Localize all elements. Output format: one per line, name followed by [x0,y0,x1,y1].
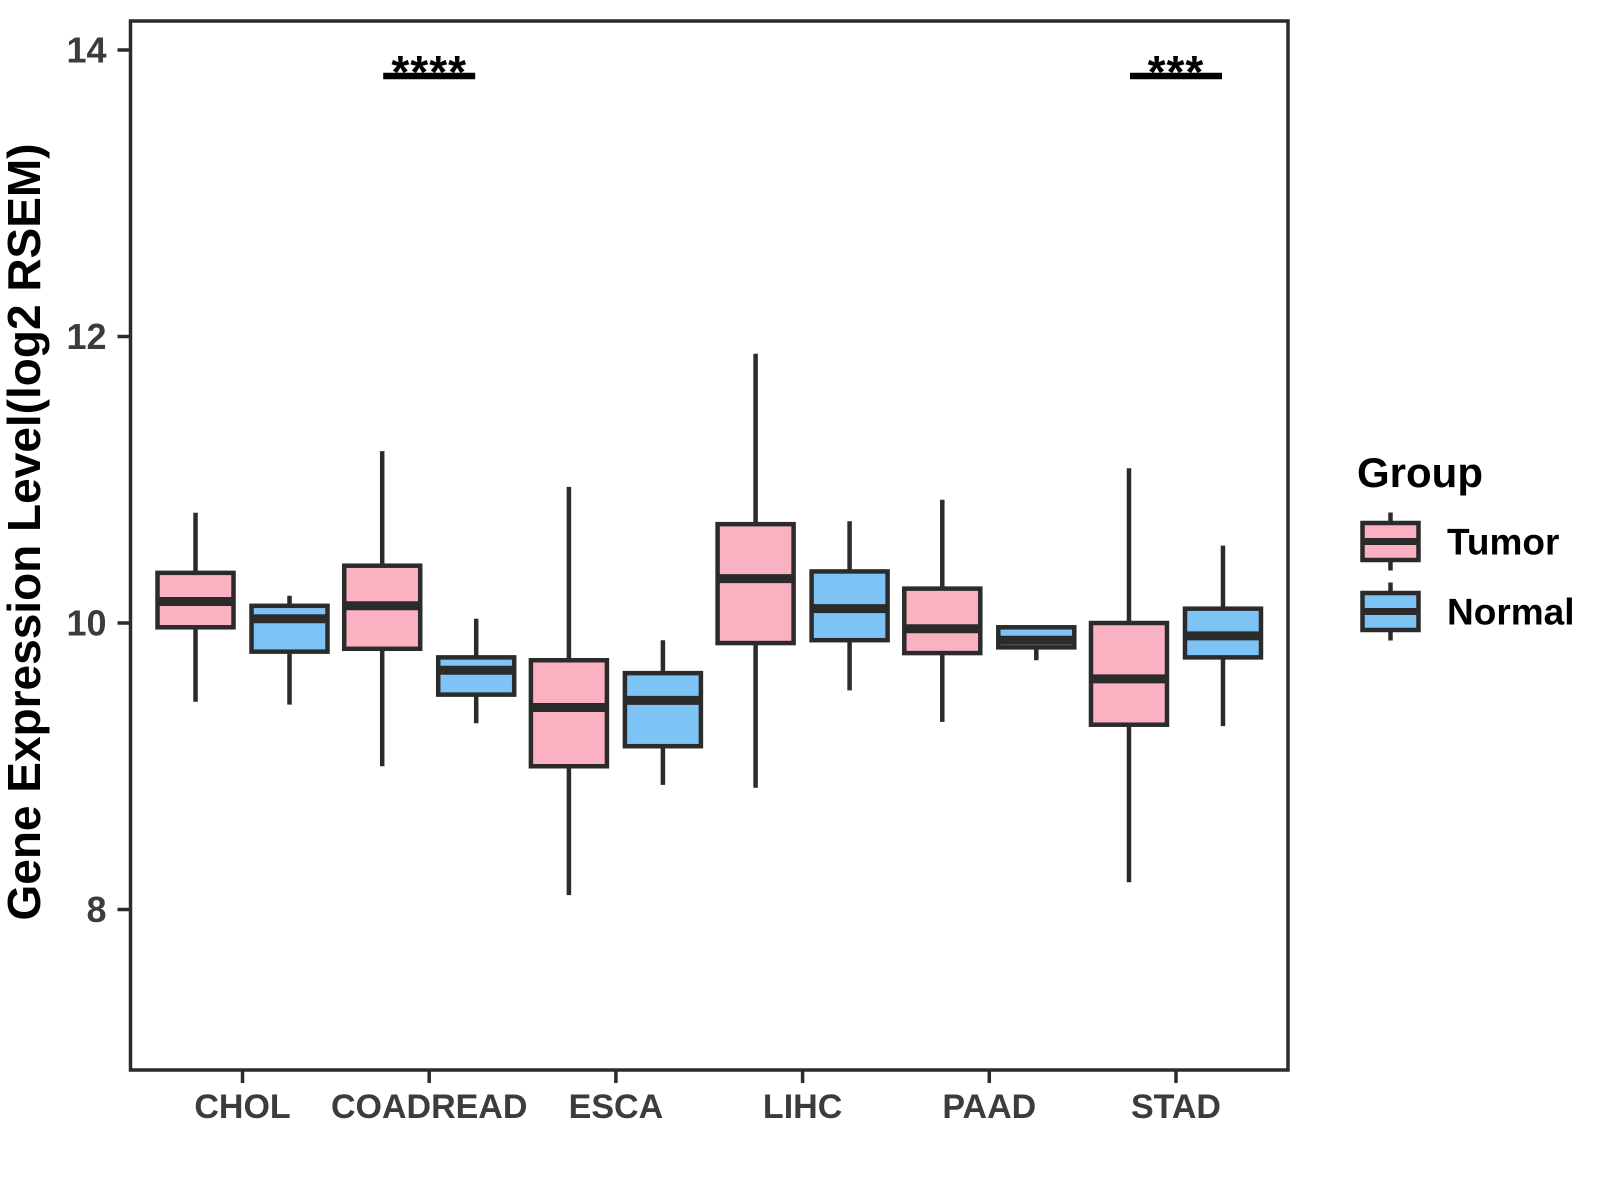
legend-item-tumor: Tumor [1360,512,1559,571]
boxplot-stad-tumor [1088,468,1170,883]
significance-stars-stad: *** [1148,46,1205,98]
x-tick-label-lihc: LIHC [763,1088,842,1126]
boxplot-coadread-tumor [341,451,423,767]
x-tick-label-coadread: COADREAD [331,1088,527,1126]
boxplots [155,353,1264,896]
boxplot-esca-tumor [528,486,610,896]
plot-panel-border [128,19,1290,1072]
boxplot-chol-normal [249,595,330,705]
significance-stars-coadread: **** [391,46,467,98]
iqr-box [435,655,517,697]
x-tick-label-chol: CHOL [194,1088,290,1126]
boxplot-lihc-tumor [715,353,796,788]
iqr-box [528,657,610,769]
y-tick-label-8: 8 [86,889,106,930]
legend-label: Tumor [1447,522,1559,563]
y-axis: 8 10 12 14 [66,30,131,930]
iqr-box [902,586,983,656]
boxplot-coadread-normal [435,618,517,724]
legend-items: Tumor Normal [1360,512,1574,641]
boxplot-esca-normal [622,640,704,785]
x-tick-label-stad: STAD [1131,1088,1221,1126]
iqr-box [622,670,704,749]
legend-label: Normal [1447,592,1574,633]
boxplot-chol-tumor [155,512,236,702]
y-axis-title: Gene Expression Level(log2 RSEM) [0,143,50,920]
y-tick-label-12: 12 [66,316,106,357]
boxplot-stad-normal [1182,545,1264,727]
x-tick-label-esca: ESCA [569,1088,663,1126]
boxplot-lihc-normal [809,521,890,691]
significance-annotations: **** *** [383,46,1222,98]
iqr-box [1088,620,1170,727]
iqr-box [249,603,330,654]
x-tick-label-paad: PAAD [942,1088,1036,1126]
y-tick-label-14: 14 [66,30,106,71]
legend-item-normal: Normal [1360,582,1574,641]
legend-title: Group [1357,449,1483,496]
x-axis: CHOL COADREAD ESCA LIHC PAAD STAD [194,1070,1221,1126]
boxplot-paad-tumor [902,499,983,722]
boxplot-paad-normal [996,625,1077,661]
y-tick-label-10: 10 [66,603,106,644]
iqr-box [715,521,796,646]
legend: Group Tumor Normal [1357,449,1574,641]
